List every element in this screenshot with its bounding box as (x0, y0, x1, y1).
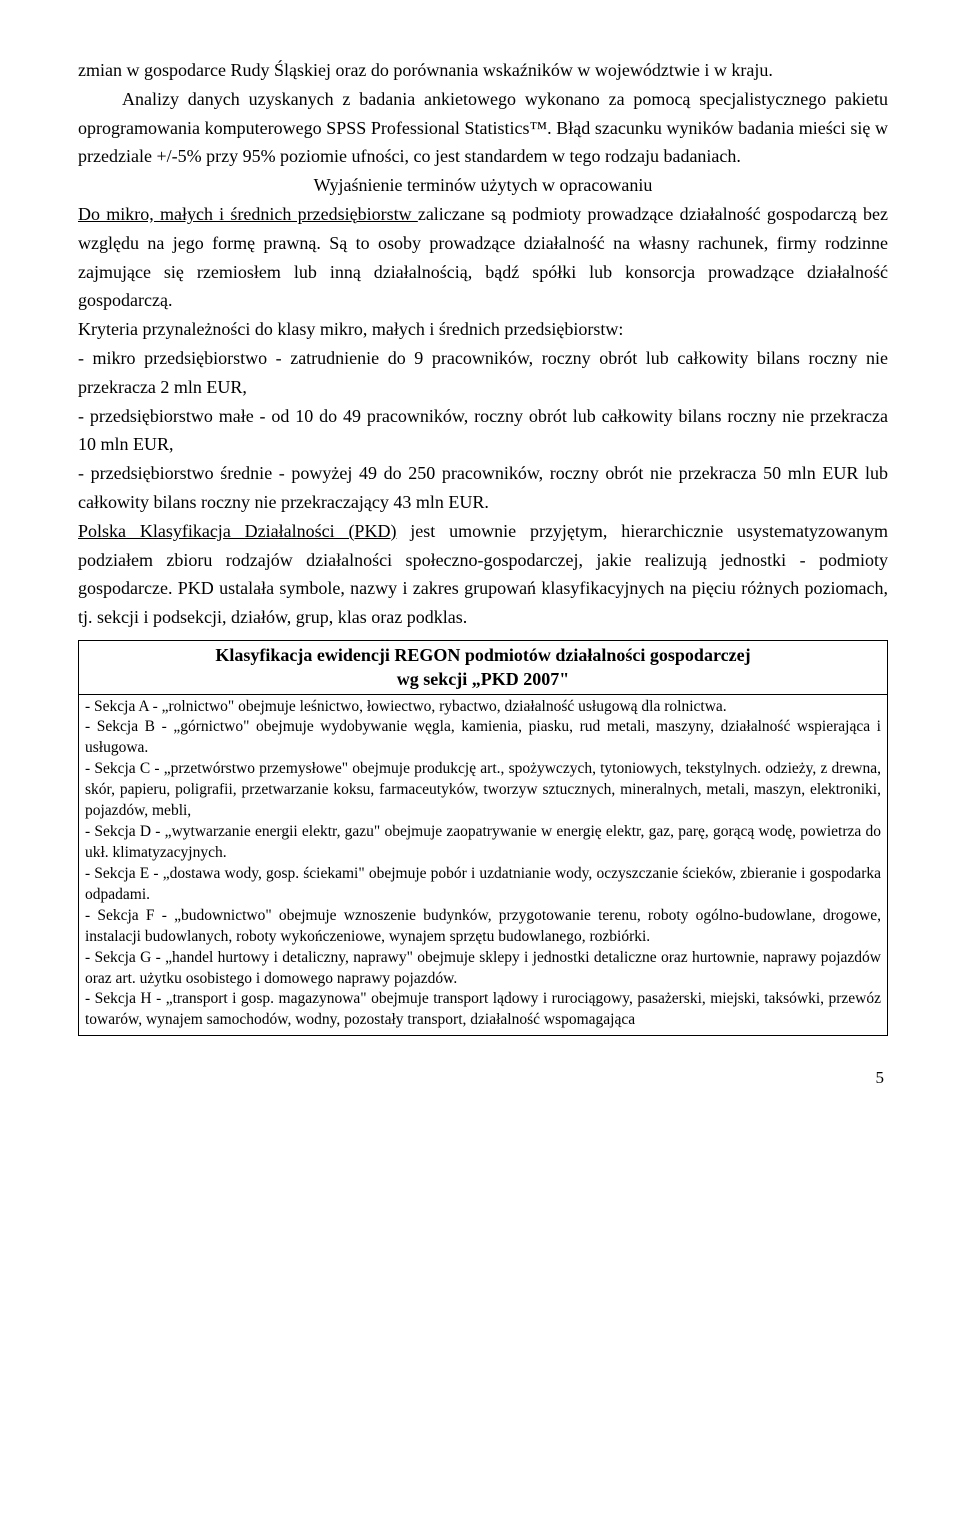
table-title-line1: Klasyfikacja ewidencji REGON podmiotów d… (215, 645, 750, 665)
list-item: - przedsiębiorstwo średnie - powyżej 49 … (78, 459, 888, 517)
classification-table: Klasyfikacja ewidencji REGON podmiotów d… (78, 640, 888, 1036)
list-item: - przedsiębiorstwo małe - od 10 do 49 pr… (78, 402, 888, 460)
table-row: - Sekcja H - „transport i gosp. magazyno… (85, 989, 881, 1031)
underlined-term: Do mikro, małych i średnich przedsiębior… (78, 204, 418, 224)
table-row: - Sekcja B - „górnictwo" obejmuje wydoby… (85, 717, 881, 759)
paragraph: Kryteria przynależności do klasy mikro, … (78, 315, 888, 344)
table-row: - Sekcja D - „wytwarzanie energii elektr… (85, 822, 881, 864)
document-body: zmian w gospodarce Rudy Śląskiej oraz do… (78, 56, 888, 632)
page-number: 5 (78, 1064, 888, 1091)
paragraph: Polska Klasyfikacja Działalności (PKD) j… (78, 517, 888, 632)
underlined-term: Polska Klasyfikacja Działalności (PKD) (78, 521, 396, 541)
subheading-centered: Wyjaśnienie terminów użytych w opracowan… (78, 171, 888, 200)
table-row: - Sekcja G - „handel hurtowy i detaliczn… (85, 948, 881, 990)
table-row: - Sekcja A - „rolnictwo" obejmuje leśnic… (85, 697, 881, 718)
table-body: - Sekcja A - „rolnictwo" obejmuje leśnic… (79, 695, 887, 1036)
table-row: - Sekcja C - „przetwórstwo przemysłowe" … (85, 759, 881, 822)
table-row: - Sekcja E - „dostawa wody, gosp. ścieka… (85, 864, 881, 906)
table-title: Klasyfikacja ewidencji REGON podmiotów d… (79, 641, 887, 695)
paragraph: zmian w gospodarce Rudy Śląskiej oraz do… (78, 56, 888, 85)
list-item: - mikro przedsiębiorstwo - zatrudnienie … (78, 344, 888, 402)
table-row: - Sekcja F - „budownictwo" obejmuje wzno… (85, 906, 881, 948)
paragraph: Analizy danych uzyskanych z badania anki… (78, 85, 888, 171)
table-title-line2: wg sekcji „PKD 2007" (397, 669, 569, 689)
paragraph: Do mikro, małych i średnich przedsiębior… (78, 200, 888, 315)
